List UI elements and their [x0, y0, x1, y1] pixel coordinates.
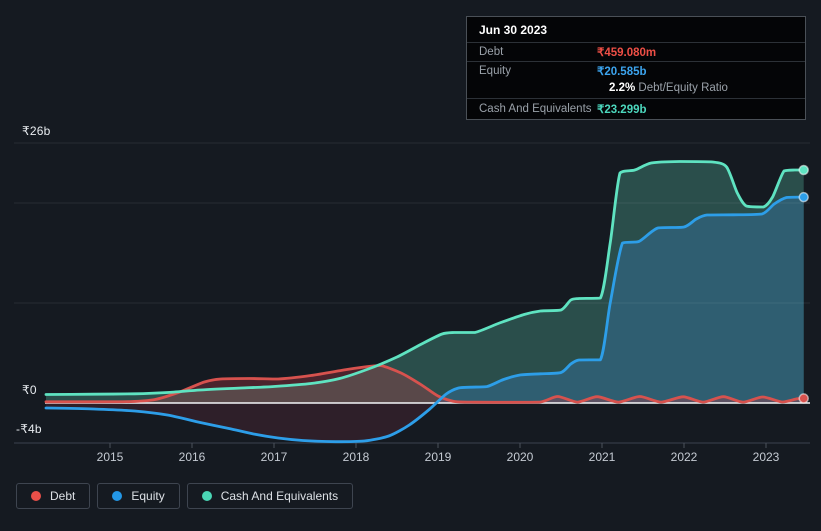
tooltip-row-cash: Cash And Equivalents ₹23.299b [467, 99, 805, 119]
tooltip-cash-value: ₹23.299b [597, 104, 647, 116]
legend-label-cash: Cash And Equivalents [220, 489, 339, 503]
y-axis-label-0: ₹0 [22, 383, 37, 397]
equity-endpoint-marker [798, 191, 809, 203]
x-axis-label-2022: 2022 [670, 450, 698, 464]
x-axis-label-2017: 2017 [260, 450, 288, 464]
legend: Debt Equity Cash And Equivalents [16, 483, 354, 509]
tooltip-date: Jun 30 2023 [467, 17, 805, 43]
tooltip-debt-label: Debt [479, 46, 504, 58]
x-axis-label-2015: 2015 [96, 450, 124, 464]
legend-item-debt[interactable]: Debt [16, 483, 91, 509]
tooltip-equity-value: ₹20.585b [597, 66, 647, 78]
tooltip-row-debt: Debt ₹459.080m [467, 43, 805, 62]
legend-label-debt: Debt [50, 489, 76, 503]
tooltip-row-equity: Equity ₹20.585b [467, 62, 805, 80]
legend-item-equity[interactable]: Equity [97, 483, 180, 509]
equity-area-negative [46, 403, 804, 442]
cash-legend-dot-icon [201, 491, 212, 501]
x-axis-label-2019: 2019 [424, 450, 452, 464]
x-axis-label-2021: 2021 [588, 450, 616, 464]
x-axis-label-2023: 2023 [752, 450, 780, 464]
tooltip-row-ratio: 2.2% Debt/Equity Ratio [467, 80, 805, 99]
legend-item-cash[interactable]: Cash And Equivalents [186, 483, 354, 509]
tooltip-cash-label: Cash And Equivalents [479, 103, 592, 115]
x-axis-label-2016: 2016 [178, 450, 206, 464]
x-axis-label-2018: 2018 [342, 450, 370, 464]
equity-line [44, 195, 806, 444]
tooltip-ratio-label: Debt/Equity Ratio [638, 82, 728, 94]
equity-area [46, 197, 804, 403]
x-axis-label-2020: 2020 [506, 450, 534, 464]
debt-legend-dot-icon [31, 491, 41, 501]
cash-endpoint-marker [798, 164, 809, 176]
tooltip: Jun 30 2023 Debt ₹459.080m Equity ₹20.58… [466, 16, 806, 120]
tooltip-debt-value: ₹459.080m [597, 47, 657, 59]
debt-area [46, 365, 804, 403]
cash-line [44, 160, 806, 396]
debt-line [44, 364, 806, 404]
legend-label-equity: Equity [131, 489, 165, 503]
y-axis-label-neg4b: -₹4b [16, 422, 42, 436]
y-axis-label-26b: ₹26b [22, 124, 51, 138]
tooltip-equity-label: Equity [479, 65, 511, 77]
equity-legend-dot-icon [112, 491, 123, 501]
tooltip-ratio-value: 2.2% [609, 82, 636, 94]
debt-endpoint-marker [798, 393, 809, 404]
